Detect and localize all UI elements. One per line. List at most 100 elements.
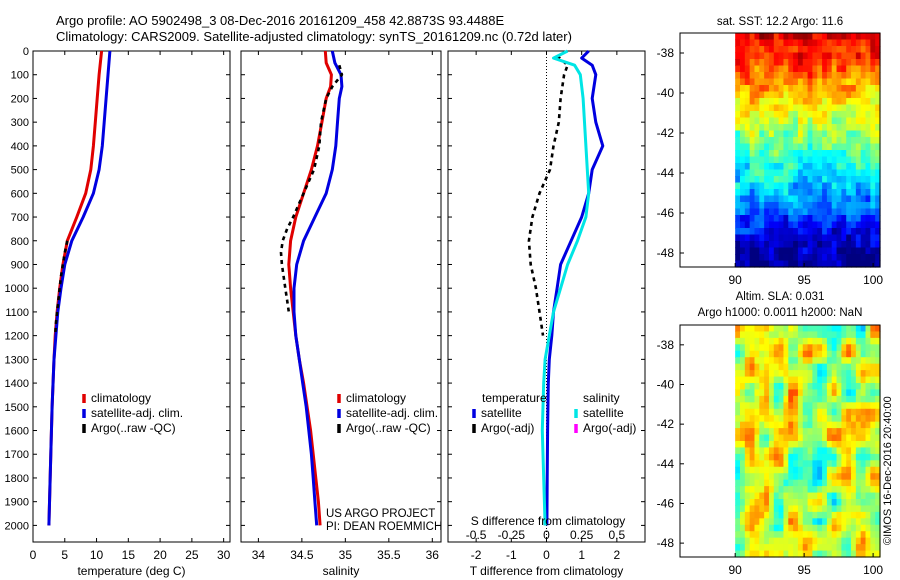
heatmap-cell [749,130,756,138]
heatmap-cell [783,247,789,255]
heatmap-cell [788,65,794,73]
heatmap-cell [870,254,876,262]
heatmap-cell [778,350,785,358]
heatmap-cell [793,91,799,99]
heatmap-cell [740,143,746,151]
heatmap-cell [744,511,751,519]
heatmap-cell [802,150,809,158]
heatmap-cell [759,202,765,210]
heatmap-cell [875,524,881,532]
heatmap-cell [836,473,842,481]
heatmap-cell [802,447,809,455]
heatmap-cell [740,350,746,358]
x2-tick-label: -0.5 [466,528,487,542]
heatmap-cell [735,511,741,519]
heatmap-cell [836,150,842,158]
heatmap-cell [788,234,794,242]
heatmap-cell [797,453,804,461]
heatmap-cell [846,202,852,210]
heatmap-cell [744,466,751,474]
heatmap-cell [851,524,857,532]
y-tick-label: 1800 [5,473,29,485]
heatmap-cell [783,59,789,67]
heatmap-cell [841,357,847,365]
heatmap-cell [831,65,838,73]
heatmap-cell [735,150,741,158]
heatmap-cell [802,357,809,365]
heatmap-cell [744,130,751,138]
heatmap-cell [797,344,804,352]
heatmap-cell [793,234,799,242]
heatmap-cell [807,460,814,468]
x-tick-label: 25 [185,548,199,562]
heatmap-cell [812,98,818,106]
heatmap-cell [841,518,847,526]
heatmap-cell [836,518,842,526]
heatmap-cell [802,350,809,358]
heatmap-cell [846,137,852,145]
heatmap-cell [797,479,804,487]
heatmap-cell [768,163,775,171]
heatmap-cell [793,78,799,86]
heatmap-cell [846,531,852,539]
heatmap-cell [754,46,760,54]
heatmap-cell [841,531,847,539]
y-tick-label: 2000 [5,520,29,532]
heatmap-cell [793,473,799,481]
heatmap-cell [826,65,833,73]
heatmap-cell [773,350,780,358]
heatmap-cell [807,441,814,449]
heatmap-cell [778,52,785,60]
heatmap-cell [822,72,828,80]
legend-label: Argo(..raw -QC) [91,421,176,435]
heatmap-cell [865,221,871,229]
heatmap-cell [740,72,746,80]
heatmap-cell [851,130,857,138]
heatmap-cell [778,466,785,474]
heatmap-cell [841,78,847,86]
heatmap-cell [778,357,785,365]
heatmap-cell [860,466,867,474]
heatmap-cell [865,254,871,262]
heatmap-cell [817,531,823,539]
heatmap-cell [846,376,852,384]
heatmap-cell [802,383,809,391]
heatmap-cell [865,182,871,190]
heatmap-cell [797,518,804,526]
heatmap-cell [783,486,789,494]
heatmap-cell [841,195,847,203]
heatmap-cell [759,208,765,216]
heatmap-cell [744,524,751,532]
heatmap-cell [822,189,828,197]
heatmap-cell [865,72,871,80]
heatmap-cell [860,98,867,106]
heatmap-cell [870,228,876,236]
heatmap-cell [783,117,789,125]
heatmap-cell [812,531,818,539]
heatmap-cell [764,473,770,481]
heatmap-cell [831,130,838,138]
heatmap-cell [855,182,862,190]
heatmap-cell [817,537,823,545]
heatmap-cell [773,247,780,255]
heatmap-cell [865,85,871,93]
heatmap-cell [807,215,814,223]
heatmap-cell [822,260,828,268]
heatmap-cell [788,202,794,210]
heatmap-cell [855,363,862,371]
heatmap-cell [788,505,794,513]
heatmap-cell [793,402,799,410]
heatmap-cell [744,39,751,47]
salinity-panel: 34 34.5 35 35.5 36salinityclimatologysatelli… [240,50,442,578]
heatmap-cell [797,486,804,494]
heatmap-cell [812,337,818,345]
heatmap-cell [749,402,756,410]
heatmap-cell [754,195,760,203]
heatmap-cell [749,531,756,539]
heatmap-cell [778,460,785,468]
heatmap-cell [802,550,809,558]
heatmap-cell [817,408,823,416]
heatmap-cell [802,195,809,203]
heatmap-cell [744,195,751,203]
heatmap-cell [812,460,818,468]
